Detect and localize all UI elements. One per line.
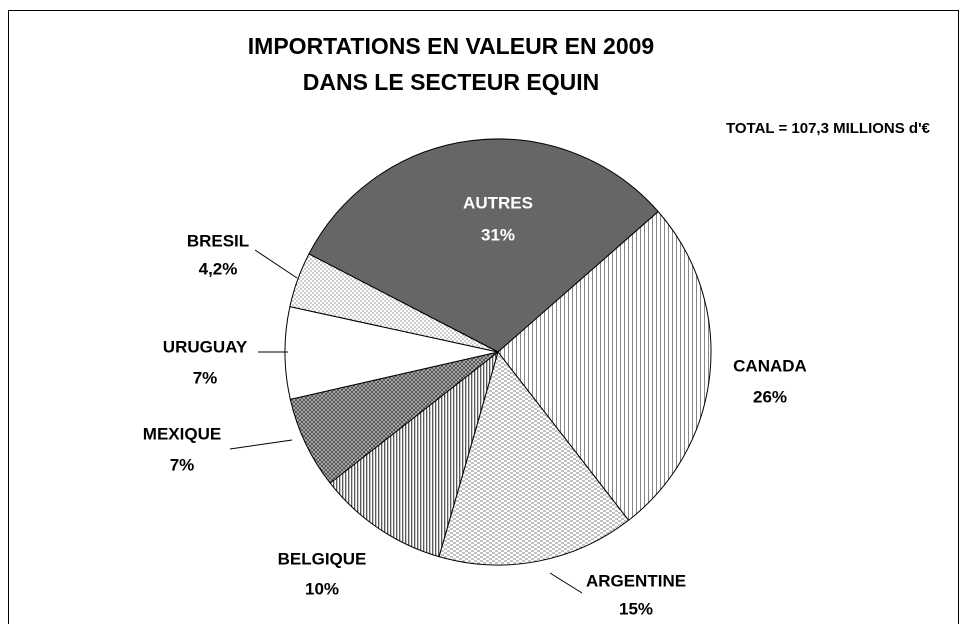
leader-line	[254, 249, 298, 279]
slice-label: MEXIQUE	[143, 424, 221, 443]
slice-label: URUGUAY	[163, 337, 248, 356]
slice-label: CANADA	[733, 356, 807, 375]
slice-label: BELGIQUE	[278, 549, 367, 568]
value-label: 4,2%	[199, 259, 238, 278]
pie-slice	[438, 350, 630, 566]
labels: AUTRES 31% CANADA 26% ARGENTINE 15% BELGIQUE 10…	[143, 193, 807, 618]
value-label: 10%	[305, 579, 339, 598]
chart-title: IMPORTATIONS EN VALEUR EN 2009	[248, 33, 654, 59]
value-label: 26%	[753, 387, 787, 406]
value-label: 15%	[619, 599, 653, 618]
annotation: TOTAL = 107,3 MILLIONS d'€	[726, 120, 931, 137]
value-label: 31%	[481, 225, 515, 244]
slice-label: ARGENTINE	[586, 571, 686, 590]
pie-slice	[289, 253, 499, 353]
pie-slice	[329, 350, 499, 558]
leader-line	[229, 439, 293, 450]
value-label: 7%	[193, 368, 218, 387]
pie	[284, 138, 712, 566]
leader-line	[549, 572, 583, 594]
slice-label: AUTRES	[463, 193, 533, 212]
chart-title: DANS LE SECTEUR EQUIN	[303, 69, 599, 95]
value-label: 7%	[170, 455, 195, 474]
slice-label: BRESIL	[187, 231, 249, 250]
pie-slice	[497, 210, 712, 521]
